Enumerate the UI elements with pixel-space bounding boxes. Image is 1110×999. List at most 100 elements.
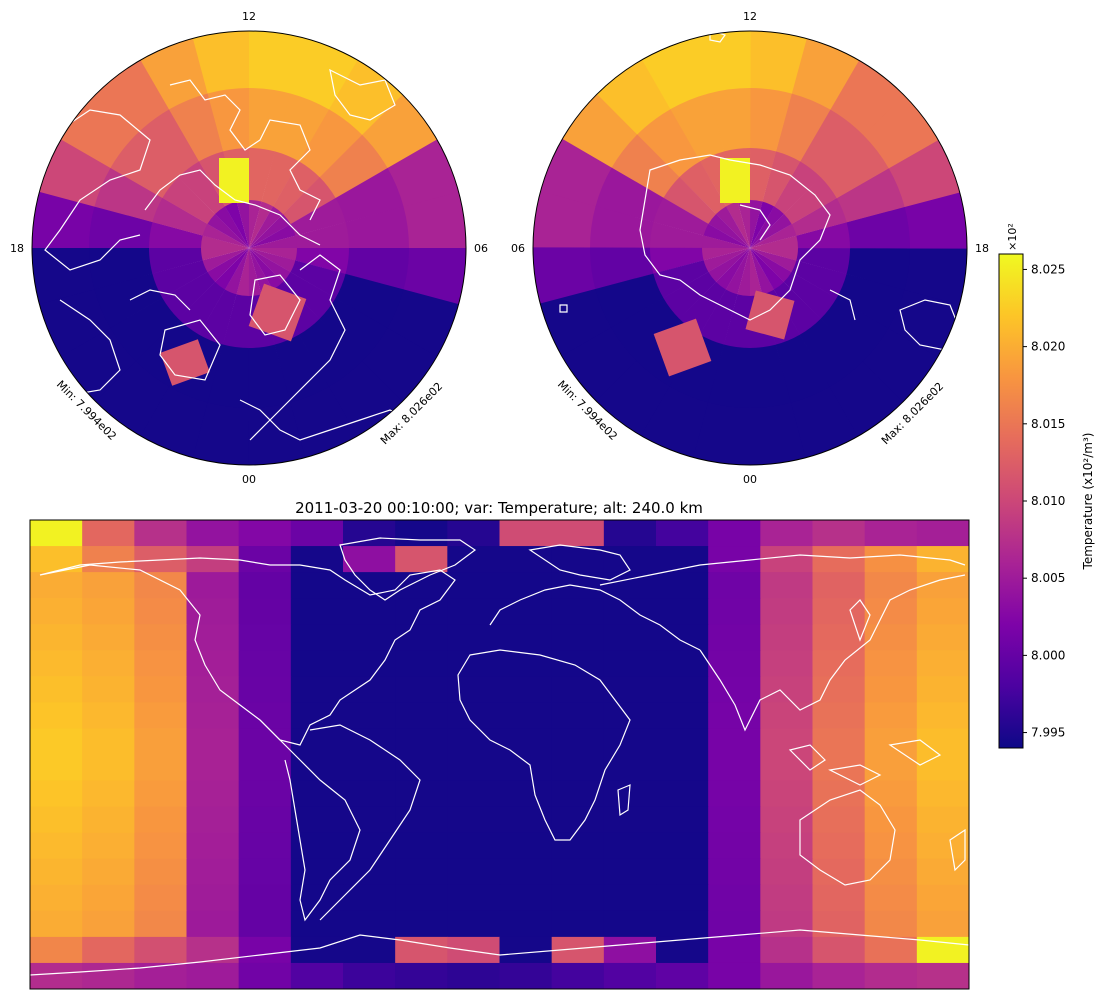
polar-cell xyxy=(139,386,208,459)
map-cell xyxy=(916,780,969,808)
map-cell xyxy=(30,572,83,599)
map-cell xyxy=(447,728,501,756)
polar-cell xyxy=(669,334,725,404)
map-cell xyxy=(603,598,657,625)
map-cell xyxy=(343,624,396,651)
map-cell xyxy=(551,728,605,756)
map-cell xyxy=(708,910,761,938)
map-cell xyxy=(916,624,969,651)
map-cell xyxy=(134,858,188,886)
map-cell xyxy=(708,650,761,677)
polar-cell xyxy=(319,134,389,199)
polar-cell xyxy=(888,139,961,208)
map-cell xyxy=(812,780,866,808)
polar-cell xyxy=(707,248,750,283)
map-cell xyxy=(708,884,761,912)
map-cell xyxy=(186,910,240,938)
polar-cell xyxy=(750,248,775,295)
map-cell xyxy=(499,936,553,964)
map-cell xyxy=(551,962,605,989)
colorbar-tick-label: 8.025 xyxy=(1031,262,1065,276)
map-cell xyxy=(290,832,344,860)
map-cell xyxy=(134,832,188,860)
map-cell xyxy=(82,832,135,860)
map-cell xyxy=(447,546,501,573)
map-cell xyxy=(343,520,396,547)
map-cell xyxy=(30,910,83,938)
map-cell xyxy=(343,702,396,730)
map-cell xyxy=(812,728,866,756)
polar-cell xyxy=(249,248,296,273)
map-cell xyxy=(760,884,814,912)
map-cell xyxy=(82,572,135,599)
polar-cell xyxy=(723,294,750,349)
map-cell xyxy=(395,650,448,677)
map-cell xyxy=(82,884,135,912)
map-cell xyxy=(82,754,135,782)
map-cell xyxy=(186,884,240,912)
map-cell xyxy=(551,702,605,730)
colorbar-label: Temperature (x10²/m³) xyxy=(1081,433,1095,571)
map-cell xyxy=(656,780,709,808)
map-cell xyxy=(499,676,553,703)
polar-cell xyxy=(699,289,738,346)
polar-cell xyxy=(762,150,801,207)
polar-cell xyxy=(791,37,860,110)
polar-cell xyxy=(248,344,291,409)
map-cell xyxy=(30,858,83,886)
polar-cell xyxy=(202,223,249,248)
map-cell xyxy=(30,806,83,834)
map-cell xyxy=(708,728,761,756)
map-cell xyxy=(30,728,83,756)
polar-cell xyxy=(282,272,337,320)
map-cell xyxy=(499,806,553,834)
map-cell xyxy=(656,650,709,677)
map-cell xyxy=(30,832,83,860)
map-cell xyxy=(238,546,292,573)
map-cell xyxy=(499,728,553,756)
polar-cell xyxy=(846,248,911,291)
polar-cell xyxy=(904,191,967,249)
map-cell xyxy=(551,572,605,599)
polar-cell xyxy=(649,247,704,275)
map-cell xyxy=(499,910,553,938)
polar-cell xyxy=(299,109,363,178)
map-cell xyxy=(186,806,240,834)
map-cell xyxy=(603,624,657,651)
colorbar-tick-label: 8.020 xyxy=(1031,340,1065,354)
map-cell xyxy=(760,728,814,756)
polar-cell xyxy=(88,247,153,290)
polar-cell xyxy=(248,248,262,297)
colorbar-tick-label: 7.995 xyxy=(1031,726,1065,740)
map-cell xyxy=(603,962,657,989)
polar-cell xyxy=(38,138,111,207)
map-cell xyxy=(603,858,657,886)
map-cell xyxy=(864,780,918,808)
map-cell xyxy=(864,624,918,651)
map-cell xyxy=(916,728,969,756)
map-title: 2011-03-20 00:10:00; var: Temperature; a… xyxy=(295,499,703,517)
polar-cell xyxy=(249,223,296,248)
map-cell xyxy=(656,676,709,703)
map-cell xyxy=(134,520,188,547)
polar-cell xyxy=(641,37,710,110)
map-cell xyxy=(290,676,344,703)
map-cell xyxy=(656,520,709,547)
polar-cell xyxy=(177,281,225,336)
map-cell xyxy=(499,598,553,625)
map-cell xyxy=(290,780,344,808)
map-cell xyxy=(656,728,709,756)
map-cell xyxy=(864,598,918,625)
map-cell xyxy=(499,754,553,782)
map-cell xyxy=(395,832,448,860)
polar-cell xyxy=(790,386,859,459)
map-cell xyxy=(864,884,918,912)
map-cell xyxy=(82,858,135,886)
map-cell xyxy=(82,676,135,703)
polar-cell xyxy=(148,247,203,275)
north-lt-label-top: 12 xyxy=(242,10,256,23)
polar-cell xyxy=(200,247,249,261)
polar-cell xyxy=(249,31,306,94)
map-cell xyxy=(812,962,866,989)
